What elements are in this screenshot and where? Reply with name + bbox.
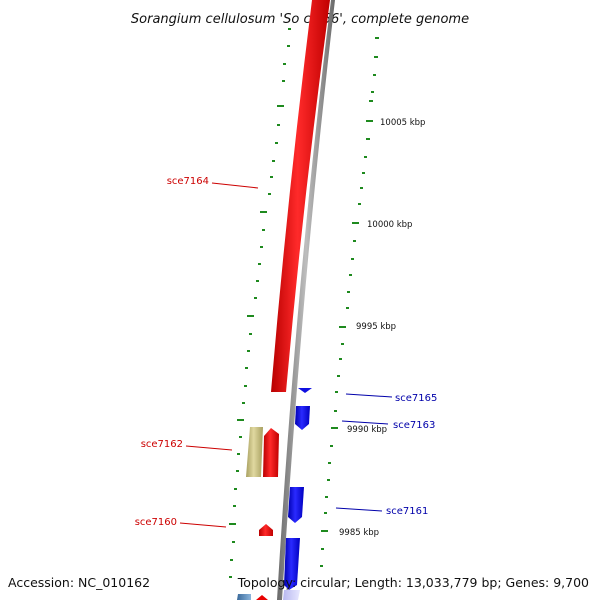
gene-sce7163[interactable]	[295, 406, 310, 430]
leader-sce7165	[345, 393, 393, 398]
leader-sce7161	[335, 507, 383, 512]
gene-sce7160[interactable]	[259, 524, 273, 536]
leader-sce7162	[185, 445, 233, 451]
gene-forward-arrow[interactable]	[263, 428, 279, 477]
genome-summary-text: Topology: circular; Length: 13,033,779 b…	[237, 575, 589, 590]
accession-text: Accession: NC_010162	[8, 575, 150, 590]
label-sce7160[interactable]: sce7160	[135, 517, 177, 528]
leader-sce7160	[179, 522, 227, 528]
label-sce7165[interactable]: sce7165	[395, 393, 437, 404]
inner-tick-track	[229, 28, 291, 578]
leader-sce7163	[341, 420, 389, 425]
gene-sce7162[interactable]	[246, 427, 263, 477]
scale-label-10000: 10000 kbp	[367, 220, 412, 230]
scale-label-9990: 9990 kbp	[347, 425, 387, 435]
gene-bottom-steel[interactable]	[237, 594, 251, 600]
outer-tick-track	[320, 37, 379, 567]
label-sce7164[interactable]: sce7164	[167, 176, 209, 187]
gene-bottom-red[interactable]	[256, 595, 268, 600]
leader-sce7164	[211, 182, 259, 189]
label-sce7161[interactable]: sce7161	[386, 506, 428, 517]
label-sce7163[interactable]: sce7163	[393, 420, 435, 431]
gene-sce7164[interactable]	[271, 0, 330, 392]
scale-label-9995: 9995 kbp	[356, 322, 396, 332]
gene-bottom-lightblue[interactable]	[283, 590, 300, 600]
label-sce7162[interactable]: sce7162	[141, 439, 183, 450]
gene-sce7165[interactable]	[298, 388, 312, 393]
scale-label-10005: 10005 kbp	[380, 118, 425, 128]
map-title: Sorangium cellulosum 'So ce 56', complet…	[131, 12, 469, 27]
genome-backbone	[277, 0, 335, 600]
gene-reverse-bottom[interactable]	[284, 538, 300, 590]
gene-sce7161[interactable]	[288, 487, 304, 523]
scale-label-9985: 9985 kbp	[339, 528, 379, 538]
